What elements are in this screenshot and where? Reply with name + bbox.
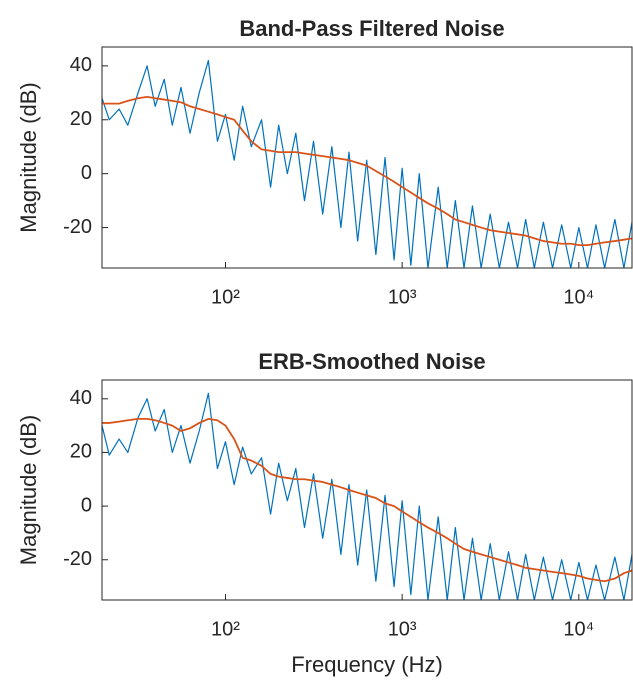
- y-tick-label: 0: [81, 162, 92, 184]
- lines: [102, 392, 632, 600]
- chart-title: Band-Pass Filtered Noise: [239, 16, 504, 41]
- x-tick-label: 10²: [211, 618, 240, 640]
- y-tick-label: 20: [70, 441, 92, 463]
- x-tick-label: 10³: [388, 286, 417, 308]
- y-axis-label: Magnitude (dB): [16, 82, 41, 232]
- y-tick-label: 40: [70, 54, 92, 76]
- x-tick-label: 10⁴: [563, 618, 594, 640]
- axes-box: [101, 379, 633, 601]
- plot-area: [102, 47, 632, 268]
- y-tick-label: 20: [70, 108, 92, 130]
- y-tick-label: -20: [63, 548, 92, 570]
- axes-box: [101, 46, 633, 269]
- series-line: [102, 392, 632, 600]
- x-tick-label: 10³: [388, 618, 417, 640]
- chart-title: ERB-Smoothed Noise: [258, 349, 485, 374]
- x-tick-label: 10⁴: [563, 286, 594, 308]
- series-line: [102, 59, 632, 268]
- y-axis-label: Magnitude (dB): [16, 415, 41, 565]
- series-line: [102, 95, 632, 246]
- subplot: -20 0 20 40 10² 10³ 10⁴ ERB-Smoothed Noise Magni…: [16, 349, 633, 677]
- lines: [102, 59, 632, 268]
- x-axis-label: Frequency (Hz): [291, 652, 443, 677]
- subplot: -20 0 20 40 10² 10³ 10⁴ Band-Pass Filtered Nois…: [16, 16, 633, 308]
- y-tick-label: -20: [63, 216, 92, 238]
- series-line: [102, 418, 632, 583]
- y-tick-label: 0: [81, 494, 92, 516]
- x-tick-label: 10²: [211, 286, 240, 308]
- y-tick-label: 40: [70, 387, 92, 409]
